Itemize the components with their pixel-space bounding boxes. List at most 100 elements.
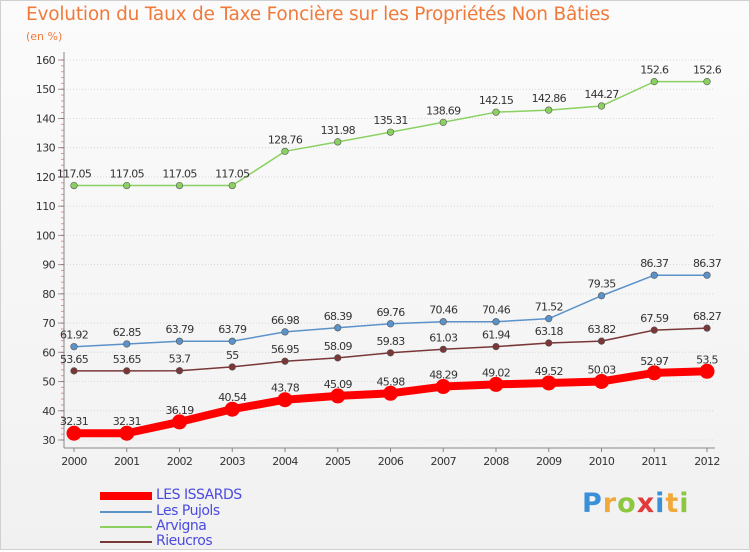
data-label-arvigna: 117.05 <box>215 168 250 181</box>
x-tick-label: 2005 <box>325 455 351 468</box>
logo-letter: r <box>602 488 618 519</box>
chart-title: Evolution du Taux de Taxe Foncière sur l… <box>26 4 610 25</box>
y-tick-label: 150 <box>36 83 56 96</box>
data-point-rieucros <box>70 367 78 375</box>
logo-letter: o <box>617 488 637 519</box>
legend-label-arvigna: Arvigna <box>156 518 207 534</box>
data-label-les-issards: 32.31 <box>60 415 88 428</box>
y-tick-label: 130 <box>36 142 56 155</box>
legend-label-les-pujols: Les Pujols <box>156 503 220 519</box>
data-label-rieucros: 63.18 <box>535 325 564 338</box>
x-tick-label: 2000 <box>61 455 87 468</box>
y-tick-label: 70 <box>42 317 55 330</box>
data-label-rieucros: 67.59 <box>640 312 669 325</box>
x-tick-label: 2009 <box>536 455 562 468</box>
data-point-arvigna <box>228 181 236 190</box>
data-label-arvigna: 144.27 <box>584 88 619 101</box>
data-label-les-pujols: 66.98 <box>271 314 300 327</box>
data-point-rieucros <box>545 339 553 347</box>
data-point-les-pujols <box>123 340 131 348</box>
data-point-les-issards <box>224 401 240 417</box>
data-label-arvigna: 117.05 <box>57 168 92 181</box>
x-tick-label: 2002 <box>167 455 193 468</box>
y-tick-label: 160 <box>36 54 56 67</box>
data-label-les-pujols: 68.39 <box>324 310 353 323</box>
x-tick-label: 2012 <box>694 455 720 468</box>
legend-label-les-issards: LES ISSARDS <box>156 487 242 503</box>
data-point-arvigna <box>439 118 447 126</box>
data-label-arvigna: 138.69 <box>426 104 461 117</box>
data-point-arvigna <box>545 106 553 114</box>
data-label-arvigna: 131.98 <box>321 124 356 137</box>
x-tick-label: 2010 <box>589 455 615 468</box>
logo-letter: x <box>636 488 656 519</box>
data-label-les-pujols: 70.46 <box>482 304 511 317</box>
data-point-arvigna <box>492 108 500 116</box>
data-label-les-issards: 36.19 <box>166 404 195 417</box>
y-tick-label: 120 <box>36 171 56 184</box>
data-label-les-pujols: 86.37 <box>640 257 669 270</box>
data-label-arvigna: 152.6 <box>693 64 722 77</box>
data-label-les-pujols: 63.79 <box>218 323 247 336</box>
data-label-rieucros: 63.82 <box>588 323 616 336</box>
data-point-les-issards <box>488 376 504 392</box>
data-point-arvigna <box>334 138 342 146</box>
data-point-rieucros <box>492 343 500 351</box>
legend-swatch-arvigna <box>100 526 152 528</box>
y-tick-label: 100 <box>36 229 56 242</box>
legend-label-rieucros: Rieucros <box>156 533 213 549</box>
data-point-rieucros <box>703 324 711 332</box>
y-tick-label: 90 <box>42 259 55 272</box>
data-point-les-issards <box>435 379 451 395</box>
data-point-rieucros <box>597 337 606 345</box>
data-label-les-issards: 50.03 <box>588 363 617 376</box>
logo-letter: P <box>582 488 603 519</box>
data-label-rieucros: 59.83 <box>377 335 406 348</box>
y-tick-label: 60 <box>42 346 55 359</box>
x-tick-label: 2011 <box>641 455 667 468</box>
data-label-rieucros: 61.03 <box>429 331 458 344</box>
data-point-arvigna <box>123 181 131 190</box>
data-point-rieucros <box>281 357 289 365</box>
data-label-les-issards: 53.5 <box>696 353 718 366</box>
data-label-rieucros: 58.09 <box>324 340 353 353</box>
data-label-les-issards: 49.02 <box>482 366 510 379</box>
data-point-les-pujols <box>175 337 184 345</box>
data-point-rieucros <box>123 367 131 375</box>
data-point-rieucros <box>650 326 658 334</box>
data-label-les-pujols: 62.85 <box>113 326 142 339</box>
data-label-les-issards: 49.52 <box>535 365 563 378</box>
data-point-rieucros <box>439 345 447 353</box>
data-point-les-issards <box>66 425 82 441</box>
data-point-rieucros <box>228 363 236 371</box>
x-tick-label: 2007 <box>430 455 456 468</box>
data-point-arvigna <box>650 78 658 86</box>
logo-letter: t <box>665 488 680 519</box>
legend-swatch-rieucros <box>100 541 152 543</box>
data-point-arvigna <box>386 128 395 136</box>
data-label-les-issards: 45.09 <box>324 378 353 391</box>
data-label-les-issards: 48.29 <box>429 369 458 382</box>
y-tick-label: 140 <box>36 112 56 125</box>
data-label-les-pujols: 86.37 <box>693 257 722 270</box>
data-label-les-issards: 32.31 <box>113 415 141 428</box>
data-point-arvigna <box>70 181 78 190</box>
data-point-arvigna <box>703 78 711 86</box>
data-point-rieucros <box>386 349 395 357</box>
data-point-rieucros <box>334 354 342 362</box>
data-point-arvigna <box>175 181 184 190</box>
x-tick-label: 2004 <box>272 455 298 468</box>
data-point-les-issards <box>330 388 346 404</box>
data-point-les-pujols <box>545 315 553 323</box>
logo-letter: i <box>679 488 690 519</box>
data-label-rieucros: 53.7 <box>169 353 191 366</box>
data-point-les-issards <box>119 425 135 441</box>
y-tick-label: 80 <box>42 288 55 301</box>
data-point-les-issards <box>699 363 715 379</box>
y-tick-label: 30 <box>42 434 55 447</box>
data-label-les-pujols: 70.46 <box>429 304 458 317</box>
data-label-rieucros: 56.95 <box>271 343 300 356</box>
data-label-arvigna: 117.05 <box>110 168 145 181</box>
data-label-rieucros: 55 <box>226 349 239 362</box>
